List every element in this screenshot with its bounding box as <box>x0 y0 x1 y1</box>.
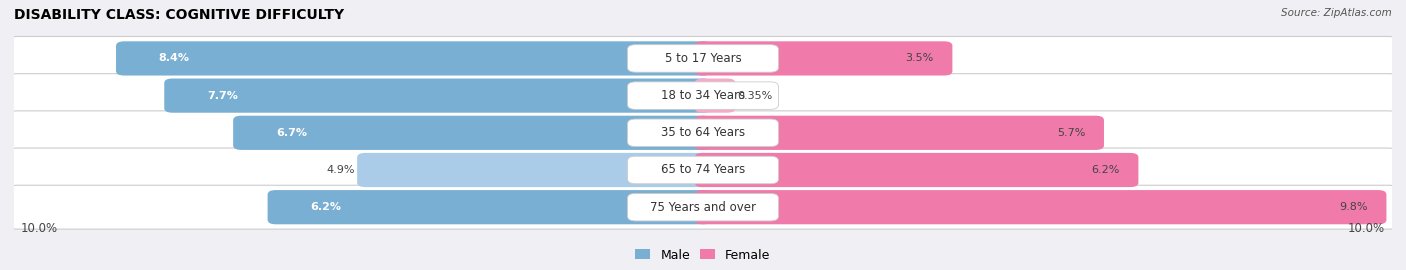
Text: 0.35%: 0.35% <box>738 91 773 101</box>
FancyBboxPatch shape <box>165 79 711 113</box>
Text: 9.8%: 9.8% <box>1340 202 1368 212</box>
FancyBboxPatch shape <box>627 119 779 147</box>
Text: 35 to 64 Years: 35 to 64 Years <box>661 126 745 139</box>
FancyBboxPatch shape <box>695 116 1104 150</box>
FancyBboxPatch shape <box>7 185 1399 229</box>
Text: 10.0%: 10.0% <box>1348 222 1385 235</box>
FancyBboxPatch shape <box>7 74 1399 117</box>
Text: DISABILITY CLASS: COGNITIVE DIFFICULTY: DISABILITY CLASS: COGNITIVE DIFFICULTY <box>14 8 344 22</box>
Text: 10.0%: 10.0% <box>21 222 58 235</box>
FancyBboxPatch shape <box>627 193 779 221</box>
Text: 8.4%: 8.4% <box>159 53 190 63</box>
FancyBboxPatch shape <box>7 148 1399 192</box>
FancyBboxPatch shape <box>233 116 711 150</box>
Text: 6.2%: 6.2% <box>1091 165 1119 175</box>
Text: 5.7%: 5.7% <box>1057 128 1085 138</box>
FancyBboxPatch shape <box>627 156 779 184</box>
Text: 75 Years and over: 75 Years and over <box>650 201 756 214</box>
FancyBboxPatch shape <box>695 41 952 76</box>
FancyBboxPatch shape <box>7 111 1399 155</box>
FancyBboxPatch shape <box>695 153 1139 187</box>
Text: Source: ZipAtlas.com: Source: ZipAtlas.com <box>1281 8 1392 18</box>
Text: 6.2%: 6.2% <box>311 202 342 212</box>
FancyBboxPatch shape <box>627 82 779 109</box>
Text: 6.7%: 6.7% <box>276 128 307 138</box>
Text: 7.7%: 7.7% <box>207 91 238 101</box>
Text: 5 to 17 Years: 5 to 17 Years <box>665 52 741 65</box>
FancyBboxPatch shape <box>117 41 711 76</box>
Text: 4.9%: 4.9% <box>326 165 356 175</box>
FancyBboxPatch shape <box>695 79 735 113</box>
FancyBboxPatch shape <box>695 190 1386 224</box>
Legend: Male, Female: Male, Female <box>630 244 776 266</box>
Text: 18 to 34 Years: 18 to 34 Years <box>661 89 745 102</box>
FancyBboxPatch shape <box>267 190 711 224</box>
Text: 65 to 74 Years: 65 to 74 Years <box>661 164 745 177</box>
Text: 3.5%: 3.5% <box>905 53 934 63</box>
FancyBboxPatch shape <box>7 36 1399 80</box>
FancyBboxPatch shape <box>357 153 711 187</box>
FancyBboxPatch shape <box>627 45 779 72</box>
